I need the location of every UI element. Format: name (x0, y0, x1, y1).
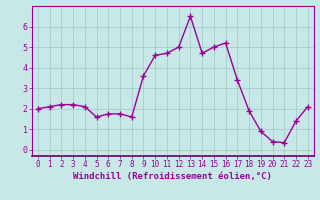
X-axis label: Windchill (Refroidissement éolien,°C): Windchill (Refroidissement éolien,°C) (73, 172, 272, 181)
